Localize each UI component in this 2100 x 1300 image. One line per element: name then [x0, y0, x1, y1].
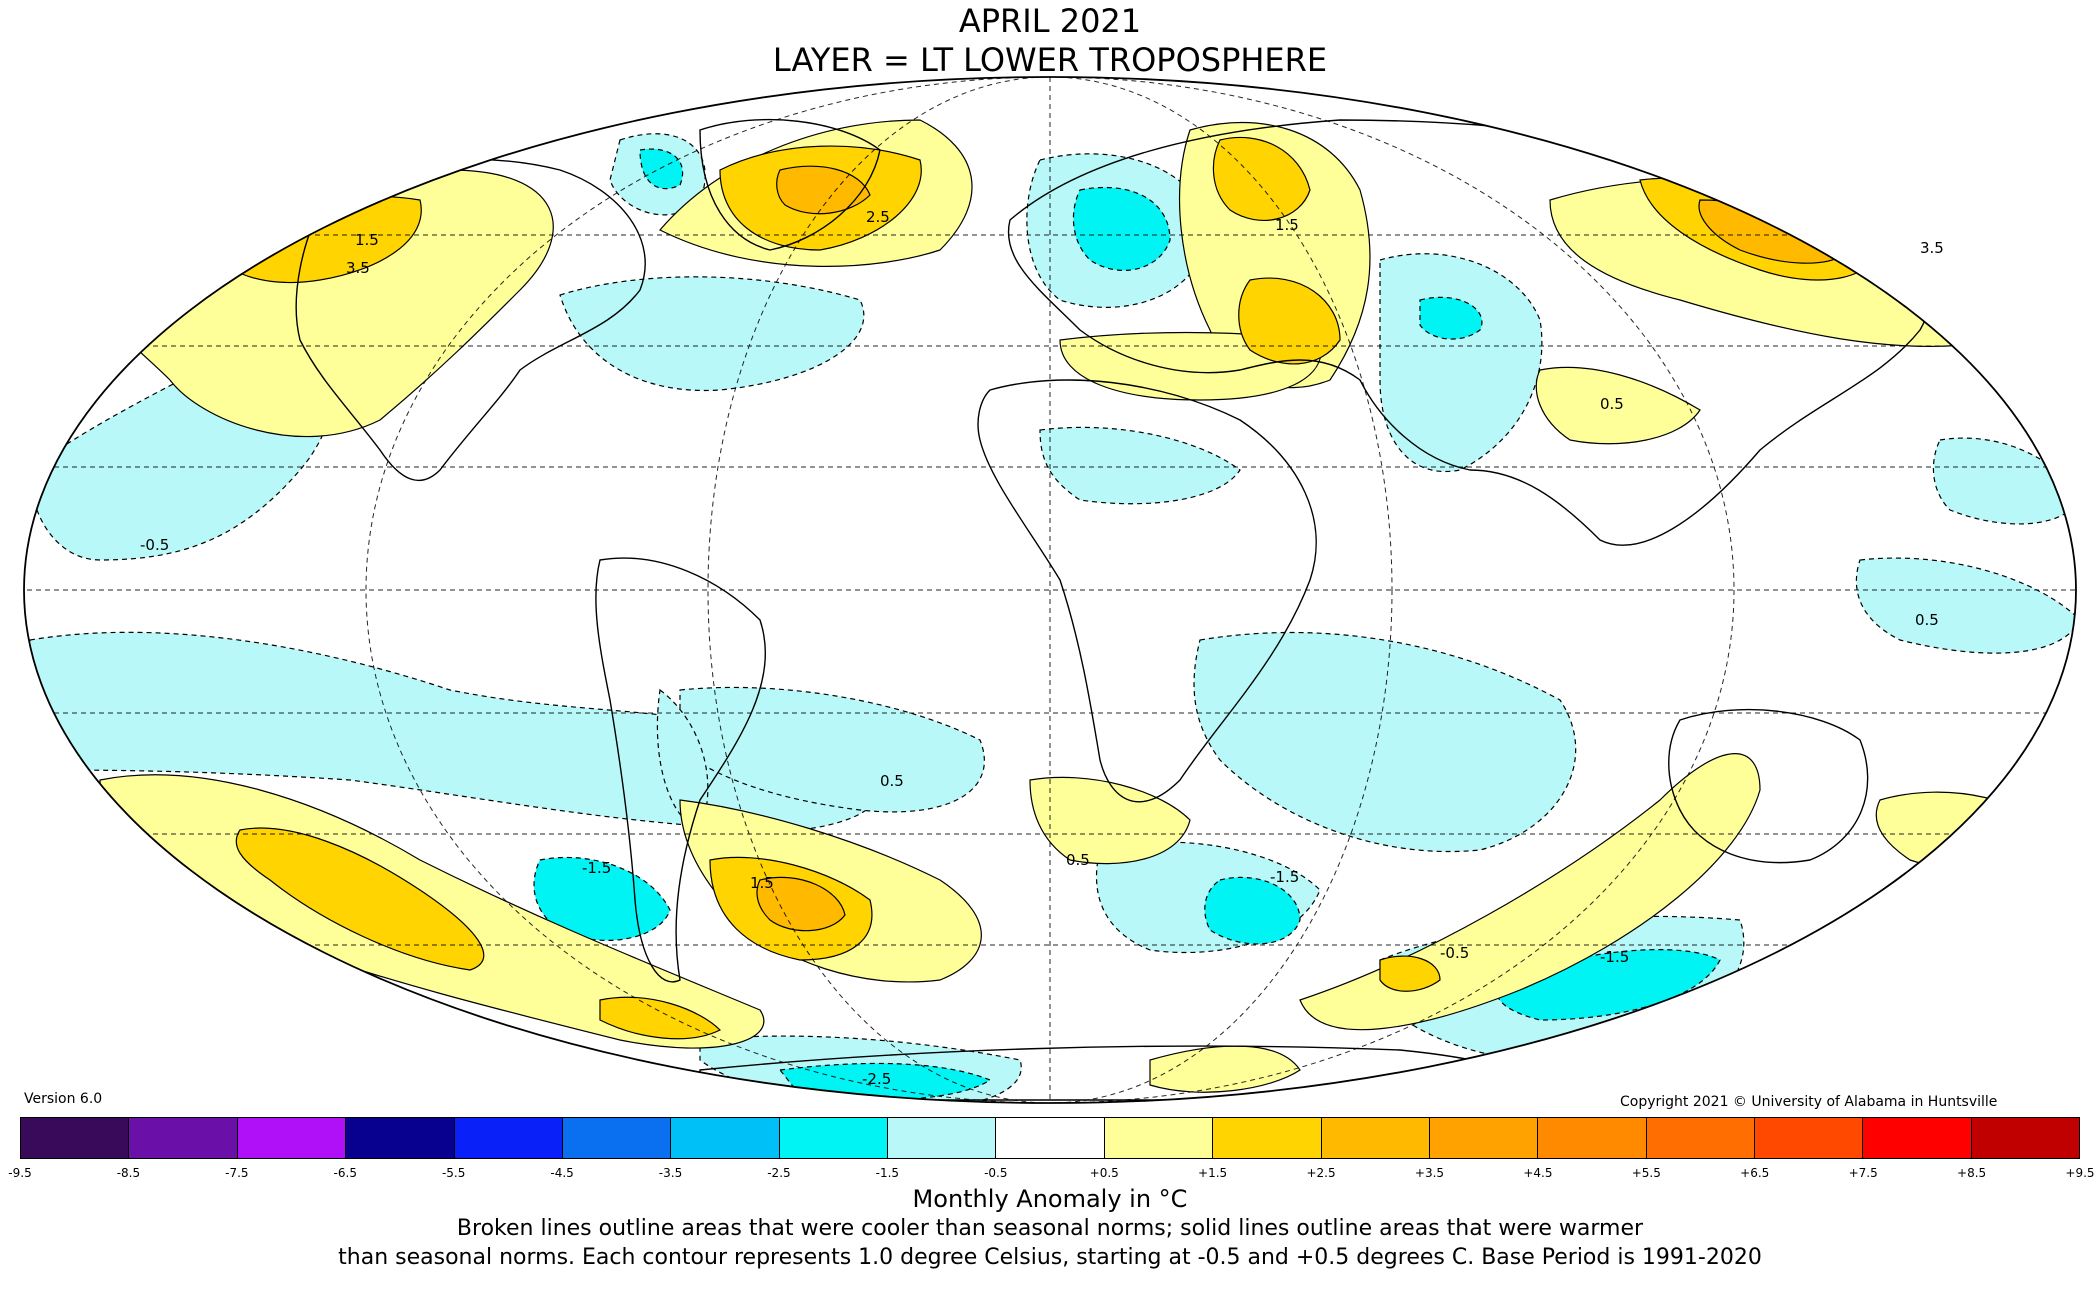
version-label: Version 6.0	[24, 1091, 103, 1107]
legend-tick-label: -4.5	[550, 1166, 574, 1180]
map-field	[24, 77, 2076, 1103]
indian-ocean-hot	[1379, 955, 1441, 992]
globe-border	[23, 76, 2077, 1104]
map-subtitle: LAYER = LT LOWER TROPOSPHERE	[772, 41, 1328, 79]
legend-color-segment	[1863, 1118, 1972, 1158]
contour-label: 3.5	[1920, 239, 1944, 257]
legend-tick-label: +8.5	[1957, 1166, 1987, 1180]
contour-label: -0.5	[1440, 944, 1469, 962]
legend-color-segment	[779, 1118, 888, 1158]
caspian-cold	[1419, 296, 1483, 340]
east-pacific-cool	[1932, 437, 2076, 525]
legend-unit-label: Monthly Anomaly in °C	[912, 1185, 1188, 1213]
legend-color-segment	[1755, 1118, 1864, 1158]
legend-tick-label: -2.5	[767, 1166, 791, 1180]
south-africa-warm	[1029, 776, 1191, 865]
legend-tick-label: -3.5	[658, 1166, 683, 1180]
south-america-outline	[595, 557, 766, 983]
contour-label: -0.5	[140, 536, 169, 554]
contour-label: 1.5	[750, 874, 774, 892]
china-warm	[1535, 366, 1701, 445]
legend-color-segment	[237, 1118, 347, 1158]
copyright-label: Copyright 2021 © University of Alabama i…	[1620, 1094, 1998, 1110]
legend-tick-label: +4.5	[1523, 1166, 1553, 1180]
south-america-very-hot	[756, 876, 846, 932]
legend-tick-label: -8.5	[116, 1166, 141, 1180]
contour-label: 1.5	[355, 231, 379, 249]
legend-color-segment	[21, 1118, 130, 1158]
south-pacific-hot	[235, 827, 485, 971]
legend-color-segment	[562, 1118, 672, 1158]
legend-color-segment	[1646, 1118, 1755, 1158]
south-pacific-hot-2	[599, 996, 722, 1040]
meridian-120-ellipse	[365, 77, 1735, 1103]
color-legend-ticks: -9.5 -8.5 -7.5 -6.5 -5.5 -4.5 -3.5 -2.5 -1.5 -0.5…	[0, 1166, 2100, 1186]
meridian-60-ellipse	[707, 77, 1393, 1103]
legend-color-segment	[1321, 1118, 1430, 1158]
legend-color-segment	[1971, 1118, 2080, 1158]
graticule	[24, 77, 2076, 1103]
legend-tick-label: +7.5	[1848, 1166, 1878, 1180]
contour-label: 3.5	[346, 259, 370, 277]
caption-line-1: Broken lines outline areas that were coo…	[456, 1216, 1644, 1241]
legend-color-segment	[346, 1118, 455, 1158]
legend-tick-label: +0.5	[1089, 1166, 1119, 1180]
legend-color-segment	[671, 1118, 780, 1158]
legend-color-segment	[1213, 1118, 1322, 1158]
legend-tick-label: +2.5	[1306, 1166, 1336, 1180]
legend-tick-label: -9.5	[8, 1166, 32, 1180]
contour-label: 0.5	[1600, 395, 1624, 413]
contour-label: -1.5	[582, 859, 611, 877]
europe-cold	[1072, 186, 1171, 271]
anomaly-map: 3.5 2.5 3.5 1.5 0.5 1.5 0.5 -1.5 -1.5 -1…	[23, 76, 2077, 1104]
contour-labels: 3.5 2.5 3.5 1.5 0.5 1.5 0.5 -1.5 -1.5 -1…	[140, 208, 1944, 1088]
legend-tick-label: -6.5	[333, 1166, 357, 1180]
very-hot-regions	[756, 165, 1851, 932]
south-pacific-cold	[533, 856, 671, 941]
contour-label: 1.5	[1275, 216, 1299, 234]
legend-color-segment	[1429, 1118, 1539, 1158]
contour-label: 0.5	[1066, 851, 1090, 869]
south-indian-cold	[1204, 876, 1301, 945]
contour-label: -1.5	[1600, 948, 1629, 966]
legend-tick-label: -1.5	[875, 1166, 900, 1180]
legend-tick-label: +6.5	[1740, 1166, 1770, 1180]
legend-tick-label: +9.5	[2065, 1166, 2095, 1180]
legend-tick-label: -7.5	[225, 1166, 249, 1180]
legend-tick-label: -0.5	[984, 1166, 1008, 1180]
contour-label: 0.5	[880, 772, 904, 790]
legend-color-segment	[1104, 1118, 1214, 1158]
legend-color-segment	[888, 1118, 997, 1158]
antarctic-warm	[1149, 1045, 1301, 1093]
western-pacific-cool	[1855, 557, 2076, 654]
caption-line-2: than seasonal norms. Each contour repres…	[338, 1245, 1762, 1270]
legend-color-segment	[454, 1118, 563, 1158]
legend-color-segment	[1538, 1118, 1647, 1158]
greenland-cold	[639, 148, 684, 190]
africa-outline	[977, 379, 1317, 803]
contour-label: -1.5	[1270, 868, 1299, 886]
cold-regions	[533, 148, 1721, 1101]
legend-tick-label: +3.5	[1414, 1166, 1445, 1180]
map-title: APRIL 2021	[958, 2, 1142, 40]
greenland-outline	[699, 118, 881, 251]
legend-tick-label: +1.5	[1198, 1166, 1228, 1180]
russia-hot	[1212, 136, 1311, 221]
legend-color-segment	[129, 1118, 238, 1158]
indian-ocean-cool	[1193, 631, 1577, 853]
color-legend-bar	[20, 1117, 2080, 1159]
legend-color-segment	[996, 1118, 1105, 1158]
legend-tick-label: -5.5	[441, 1166, 466, 1180]
south-atlantic-cool	[679, 686, 985, 813]
contour-label: 0.5	[1915, 611, 1939, 629]
contour-label: -2.5	[862, 1070, 891, 1088]
north-america-outline	[295, 158, 646, 481]
legend-tick-label: +5.5	[1631, 1166, 1661, 1180]
north-africa-cool	[1039, 426, 1241, 505]
contour-label: 2.5	[866, 208, 890, 226]
